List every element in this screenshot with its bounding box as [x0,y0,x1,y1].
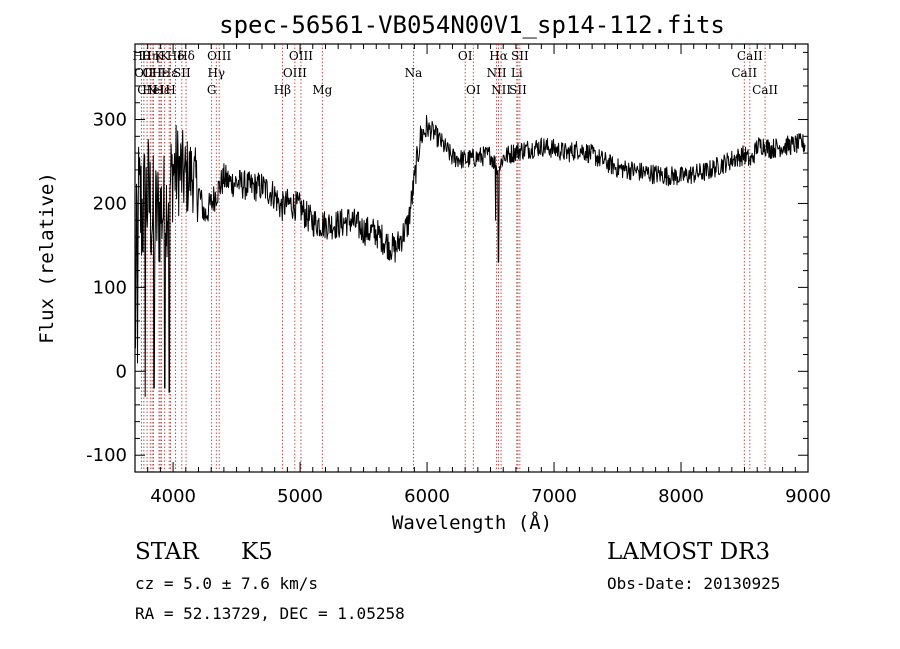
spectral-lines: HθOIICNHηOIIHeIKHεHεKHεHHδSIIHδGHγOIIIHβ… [132,44,778,472]
x-tick-label: 5000 [277,486,323,507]
flux-series-line [134,114,806,397]
spectral-line-label: OIII [283,66,307,80]
spectral-line-label: OI [466,83,481,97]
object-subclass: K5 [241,539,273,565]
spectral-line-label: SII [173,66,191,80]
spectral-line-label: Hβ [274,83,291,97]
spectral-line-label: NII [491,83,511,97]
y-axis-ticks: -100 0 100 200 300 [86,51,808,466]
x-tick-label: 4000 [150,486,196,507]
spectral-line-label: Hδ [177,49,195,63]
spectral-line-label: OI [458,49,473,63]
spectral-line-label: CaII [731,66,757,80]
x-axis-ticks: 4000 5000 6000 7000 8000 9000 [134,44,831,507]
spectral-line-label: OII [142,66,162,80]
spectral-line-label: G [207,83,217,97]
spectral-line-label: CaII [737,49,763,63]
spectral-line-label: OIII [207,49,231,63]
spectral-line-label: Hγ [207,66,225,80]
spectral-line-label: H [165,83,175,97]
y-tick-label: 300 [93,110,127,131]
spectral-line-label: Hη [141,49,159,63]
y-axis-label: Flux (relative) [36,172,58,344]
spectral-line-label: OIII [289,49,313,63]
spectral-line-label: NII [487,66,507,80]
x-tick-label: 6000 [404,486,450,507]
spectral-line-label: Hδ [167,49,185,63]
spectral-line-label: K [155,49,165,63]
spectral-line-label: SII [511,49,529,63]
y-tick-label: -100 [86,445,127,466]
spectral-line-label: SII [509,83,527,97]
obs-date: Obs-Date: 20130925 [607,574,781,593]
spectral-line-label: Hε [153,83,170,97]
spectral-line-label: Li [511,66,523,80]
survey-name: LAMOST DR3 [607,539,771,565]
spectral-line-label: Mg [312,83,332,97]
y-tick-label: 0 [116,361,127,382]
spectral-line-label: Na [405,66,423,80]
spectral-line-label: CaII [752,83,778,97]
x-axis-label: Wavelength (Å) [392,511,552,534]
x-tick-label: 8000 [658,486,704,507]
spectral-line-label: K [160,49,170,63]
y-tick-label: 200 [93,193,127,214]
x-tick-label: 7000 [531,486,577,507]
plot-frame [134,43,809,473]
velocity-readout: cz = 5.0 ± 7.6 km/s [135,574,319,593]
object-class: STAR [135,539,199,565]
coordinates-readout: RA = 52.13729, DEC = 1.05258 [135,604,405,623]
spectral-line-label: Hα [489,49,508,63]
y-tick-label: 100 [93,277,127,298]
x-tick-label: 9000 [785,486,831,507]
spectral-line-label: Hε [161,66,178,80]
chart-title: spec-56561-VB054N00V1_sp14-112.fits [219,11,725,39]
